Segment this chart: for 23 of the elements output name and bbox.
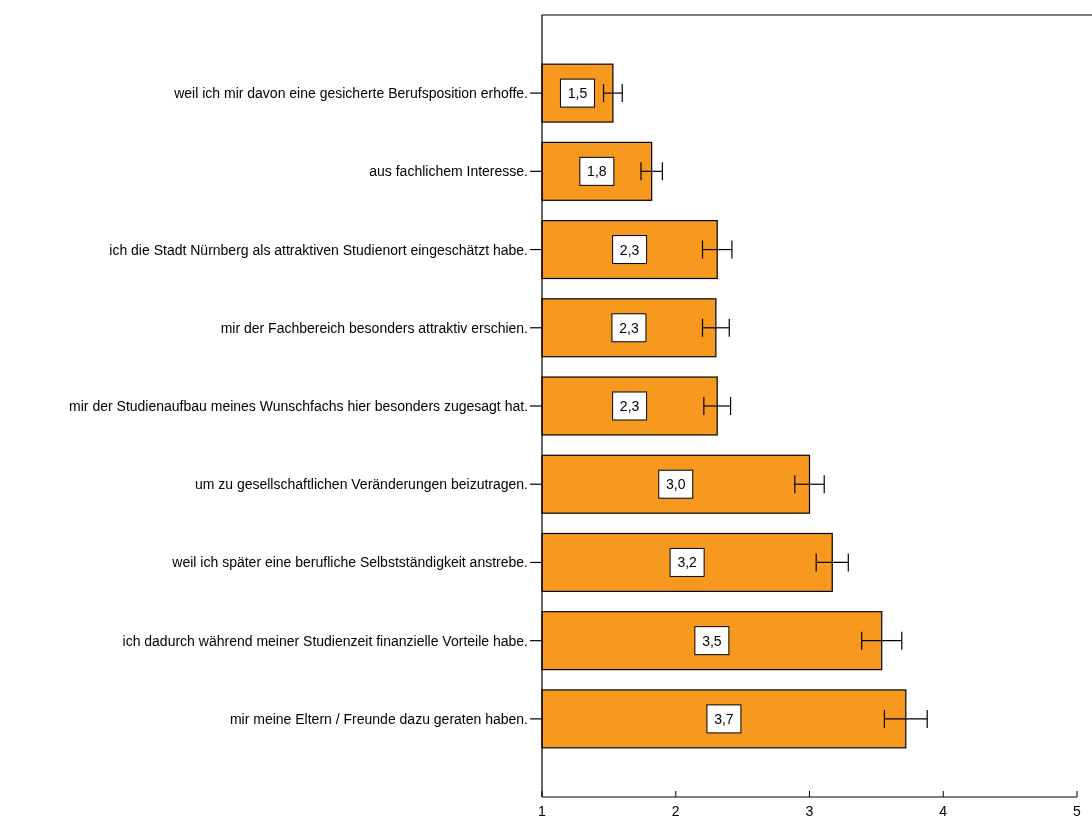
y-tick-label: ich die Stadt Nürnberg als attraktiven Studienort eingeschätzt habe. — [109, 241, 528, 258]
x-tick-label: 1 — [538, 803, 547, 819]
y-tick-label: um zu gesellschaftlichen Veränderungen beizutragen. — [194, 476, 528, 493]
x-tick-label: 3 — [805, 803, 814, 819]
x-tick-label: 2 — [671, 803, 680, 819]
y-tick-label: mir der Fachbereich besonders attraktiv erschien. — [220, 319, 528, 336]
data-label: 1,5 — [567, 85, 588, 102]
data-label: 3,0 — [666, 476, 686, 493]
x-tick-label: 5 — [1073, 803, 1082, 819]
y-tick-label: ich dadurch während meiner Studienzeit finanzielle Vorteile habe. — [122, 632, 528, 649]
y-tick-label: weil ich später eine berufliche Selbstständigkeit anstrebe. — [171, 554, 528, 571]
y-tick-label: aus fachlichem Interesse. — [369, 163, 528, 180]
data-label: 3,7 — [714, 710, 734, 727]
y-tick-label: mir meine Eltern / Freunde dazu geraten haben. — [229, 710, 528, 727]
data-label: 2,3 — [619, 398, 640, 414]
data-label: 2,3 — [619, 241, 640, 258]
data-label: 2,3 — [619, 319, 639, 336]
data-label: 3,2 — [677, 554, 698, 571]
x-tick-label: 4 — [939, 803, 948, 819]
y-tick-label: weil ich mir davon eine gesicherte Berufsposition erhoffe. — [173, 85, 528, 102]
data-label: 3,5 — [702, 632, 722, 649]
y-tick-label: mir der Studienaufbau meines Wunschfachs hier besonders zugesagt hat. — [69, 398, 528, 414]
data-label: 1,8 — [587, 163, 607, 180]
